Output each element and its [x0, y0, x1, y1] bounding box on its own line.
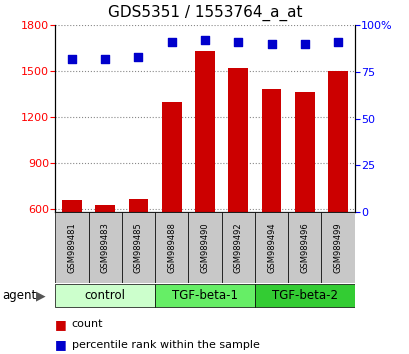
Bar	[327, 71, 347, 302]
Bar	[228, 68, 247, 302]
Bar	[221, 212, 254, 283]
Point	[267, 41, 274, 46]
Text: percentile rank within the sample: percentile rank within the sample	[72, 340, 259, 350]
Text: count: count	[72, 319, 103, 329]
Text: GSM989499: GSM989499	[333, 222, 342, 273]
Point	[102, 56, 108, 61]
Text: TGF-beta-2: TGF-beta-2	[271, 289, 337, 302]
Text: GSM989483: GSM989483	[101, 222, 110, 273]
Point	[135, 54, 142, 59]
Text: GSM989492: GSM989492	[233, 222, 242, 273]
Bar	[188, 212, 221, 283]
Bar	[288, 212, 321, 283]
Text: ▶: ▶	[36, 289, 46, 302]
Bar	[261, 89, 281, 302]
Text: control: control	[85, 289, 126, 302]
Text: GSM989490: GSM989490	[200, 222, 209, 273]
Text: GDS5351 / 1553764_a_at: GDS5351 / 1553764_a_at	[108, 5, 301, 21]
Point	[301, 41, 307, 46]
Point	[168, 39, 175, 45]
Text: GSM989481: GSM989481	[67, 222, 76, 273]
Text: GSM989488: GSM989488	[167, 222, 176, 273]
Text: TGF-beta-1: TGF-beta-1	[172, 289, 237, 302]
Point	[69, 56, 75, 61]
Bar	[88, 212, 121, 283]
Bar	[321, 212, 354, 283]
Bar	[55, 284, 155, 308]
Bar	[121, 212, 155, 283]
Bar	[155, 284, 254, 308]
Text: GSM989496: GSM989496	[299, 222, 308, 273]
Text: GSM989485: GSM989485	[134, 222, 143, 273]
Text: ■: ■	[55, 318, 67, 331]
Bar	[95, 205, 115, 302]
Bar	[55, 212, 88, 283]
Text: ■: ■	[55, 338, 67, 351]
Bar	[162, 102, 181, 302]
Bar	[195, 51, 214, 302]
Text: GSM989494: GSM989494	[266, 222, 275, 273]
Text: agent: agent	[2, 289, 36, 302]
Bar	[254, 284, 354, 308]
Bar	[294, 92, 314, 302]
Bar	[254, 212, 288, 283]
Point	[201, 37, 208, 42]
Bar	[128, 199, 148, 302]
Bar	[155, 212, 188, 283]
Bar	[62, 200, 82, 302]
Point	[334, 39, 340, 45]
Point	[234, 39, 241, 45]
